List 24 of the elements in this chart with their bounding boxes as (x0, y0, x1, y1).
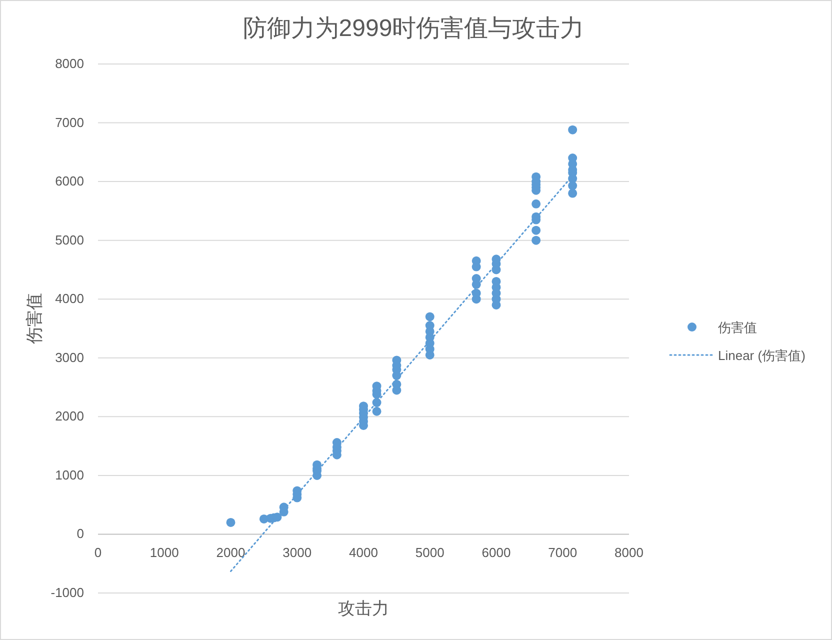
x-tick-label: 0 (94, 545, 102, 560)
x-tick-label: 8000 (614, 545, 644, 560)
y-tick-label: 5000 (55, 232, 84, 248)
x-tick-label: 5000 (415, 545, 444, 560)
y-tick-label: 7000 (55, 114, 84, 130)
x-tick-label: 7000 (548, 545, 578, 560)
y-tick-label: 3000 (55, 350, 84, 365)
y-tick-label: 4000 (55, 291, 84, 306)
y-tick-label: 8000 (55, 56, 84, 71)
y-tick-label: 6000 (55, 174, 84, 189)
x-tick-label: 6000 (482, 545, 511, 560)
x-tick-label: 3000 (282, 545, 312, 560)
legend-label: Linear (伤害值) (718, 348, 806, 363)
x-tick-label: 1000 (150, 545, 179, 560)
chart-title: 防御力为2999时伤害值与攻击力 (242, 15, 584, 42)
y-tick-label: 2000 (55, 408, 84, 424)
y-tick-label: 0 (76, 526, 84, 542)
y-tick-label: -1000 (50, 585, 84, 600)
legend-label: 伤害值 (718, 320, 757, 335)
x-axis-title: 攻击力 (338, 599, 389, 618)
y-tick-label: 1000 (55, 467, 84, 482)
x-tick-label: 4000 (349, 545, 378, 560)
y-axis-title: 伤害值 (25, 293, 44, 344)
x-tick-label: 2000 (216, 545, 246, 560)
